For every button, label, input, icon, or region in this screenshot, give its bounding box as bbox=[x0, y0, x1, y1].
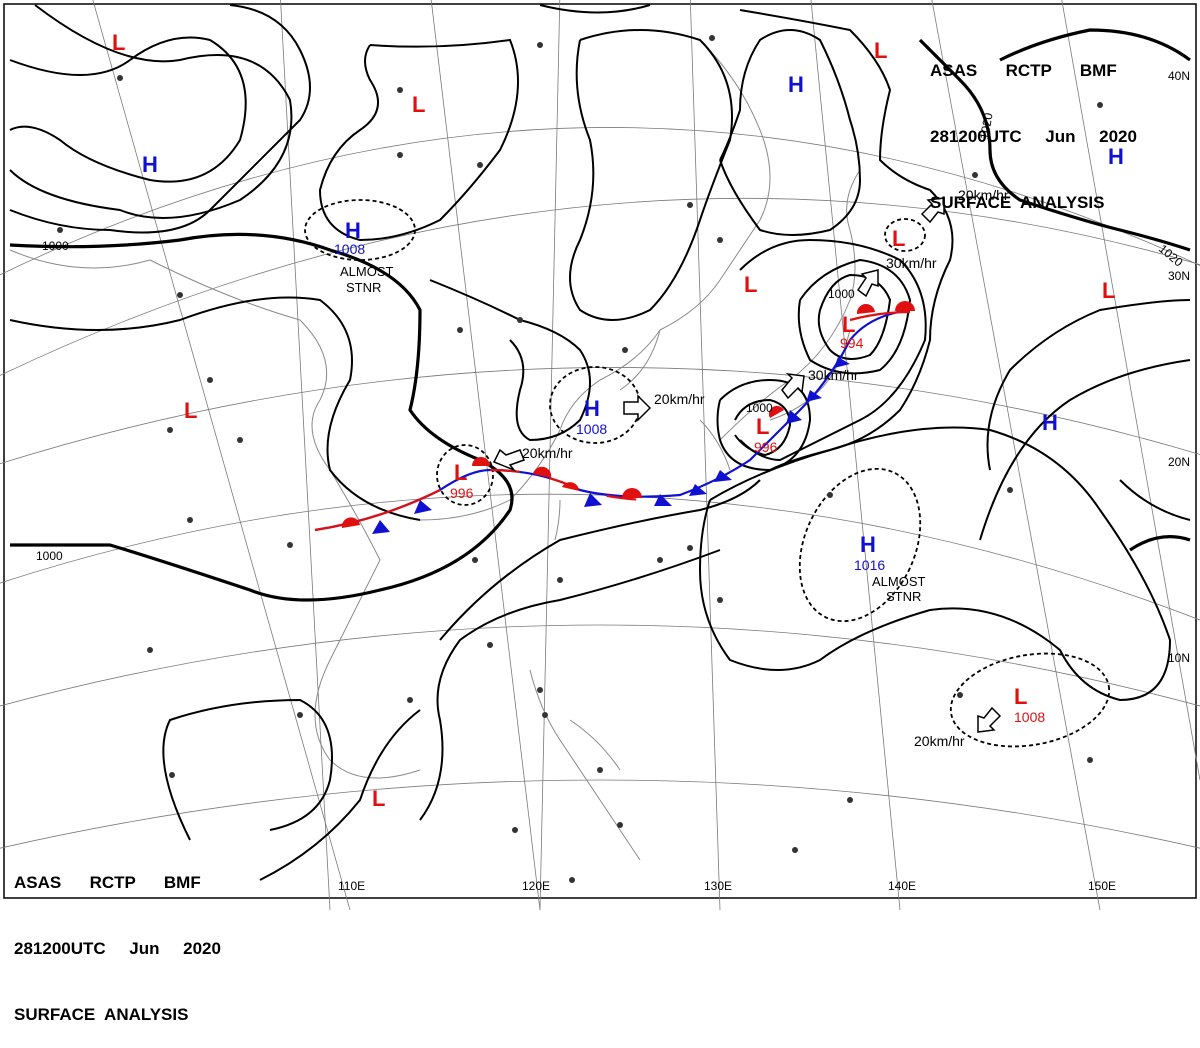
high-value-phil-sea: 1016 bbox=[854, 557, 885, 573]
almost-label-mongolia: ALMOST bbox=[340, 264, 394, 279]
motion-arrow-japan-e bbox=[856, 269, 879, 298]
fronts bbox=[314, 301, 915, 534]
motion-arrow-ecs bbox=[623, 394, 652, 422]
low-center-indochina: L bbox=[372, 786, 385, 811]
motion-label-japan-s: 30km/hr bbox=[808, 367, 859, 383]
motion-arrow-trop bbox=[977, 706, 1002, 733]
low-value-japan-south: 996 bbox=[754, 439, 778, 455]
motion-label-hokkaido: 20km/hr bbox=[958, 187, 1009, 203]
motion-arrow-hokkaido bbox=[920, 197, 945, 224]
high-center-far-ne: H bbox=[1108, 144, 1124, 169]
lon-label-130e: 130E bbox=[704, 879, 732, 893]
low-center-tibet: L bbox=[184, 398, 197, 423]
weather-map: 1000 1000 1000 1000 1020 1020 H H 1008 A… bbox=[0, 0, 1200, 911]
motion-labels: 20km/hr 20km/hr 30km/hr 30km/hr 20km/hr … bbox=[522, 187, 1009, 749]
lon-label-140e: 140E bbox=[888, 879, 916, 893]
isobar-label-1000-sw: 1000 bbox=[36, 549, 63, 563]
motion-label-japan-e: 30km/hr bbox=[886, 255, 937, 271]
header-top-line2: 281200UTC Jun 2020 bbox=[930, 127, 1137, 146]
lat-label-30n: 30N bbox=[1168, 269, 1190, 283]
map-header-bottom: ASAS RCTP BMF 281200UTC Jun 2020 SURFACE… bbox=[14, 828, 221, 1048]
lon-label-110e: 110E bbox=[338, 879, 365, 893]
low-center-china: L bbox=[454, 460, 467, 485]
stnr-label-phil-sea: STNR bbox=[886, 589, 921, 604]
isobars bbox=[9, 4, 1191, 881]
isobar-label-1000-ej: 1000 bbox=[828, 287, 855, 301]
low-center-japan-south: L bbox=[756, 414, 769, 439]
motion-arrow-china bbox=[492, 448, 525, 472]
lat-label-40n: 40N bbox=[1168, 69, 1190, 83]
high-center-ecs: H bbox=[584, 396, 600, 421]
high-value-mongolia: 1008 bbox=[334, 241, 365, 257]
high-center-west: H bbox=[142, 152, 158, 177]
low-value-china: 996 bbox=[450, 485, 474, 501]
high-value-ecs: 1008 bbox=[576, 421, 607, 437]
high-center-pacific: H bbox=[1042, 410, 1058, 435]
graticule bbox=[0, 0, 1200, 911]
motion-label-ecs: 20km/hr bbox=[654, 391, 705, 407]
header-top-line1: ASAS RCTP BMF bbox=[930, 61, 1117, 80]
almost-label-phil-sea: ALMOST bbox=[872, 574, 926, 589]
station-plots bbox=[57, 35, 1103, 883]
low-center-nw: L bbox=[112, 30, 125, 55]
low-center-mongolia: L bbox=[412, 92, 425, 117]
motion-label-trop: 20km/hr bbox=[914, 733, 965, 749]
low-value-japan-east: 994 bbox=[840, 335, 864, 351]
low-center-japan-east: L bbox=[842, 312, 855, 337]
high-center-ne: H bbox=[788, 72, 804, 97]
motion-label-china: 20km/hr bbox=[522, 445, 573, 461]
isobar-label-1000-w: 1000 bbox=[42, 239, 69, 253]
lat-label-10n: 10N bbox=[1168, 651, 1190, 665]
header-bottom-line2: 281200UTC Jun 2020 bbox=[14, 939, 221, 958]
map-header-top: ASAS RCTP BMF 281200UTC Jun 2020 SURFACE… bbox=[930, 16, 1137, 236]
graticule-labels: 110E 120E 130E 140E 150E 40N 30N 20N 10N bbox=[338, 69, 1190, 893]
header-bottom-line1: ASAS RCTP BMF bbox=[14, 873, 201, 892]
high-center-mongolia: H bbox=[345, 218, 361, 243]
motion-arrow-japan-s bbox=[781, 372, 805, 400]
header-bottom-line3: SURFACE ANALYSIS bbox=[14, 1005, 189, 1024]
high-center-phil-sea: H bbox=[860, 532, 876, 557]
lat-label-20n: 20N bbox=[1168, 455, 1190, 469]
low-value-trop: 1008 bbox=[1014, 709, 1045, 725]
high-centers: H H 1008 ALMOST STNR H 1008 H H H H 1016… bbox=[142, 72, 1124, 604]
stnr-label-mongolia: STNR bbox=[346, 280, 381, 295]
lon-label-150e: 150E bbox=[1088, 879, 1116, 893]
isobar-label-1020-n: 1020 bbox=[977, 111, 995, 140]
motion-arrows bbox=[492, 197, 1002, 733]
low-center-japan-sea: L bbox=[744, 272, 757, 297]
low-center-trop: L bbox=[1014, 684, 1027, 709]
low-center-ne-corner: L bbox=[874, 38, 887, 63]
header-top-line3: SURFACE ANALYSIS bbox=[930, 193, 1105, 212]
lon-label-120e: 120E bbox=[522, 879, 550, 893]
low-center-hokkaido: L bbox=[892, 226, 905, 251]
map-frame bbox=[3, 3, 1197, 899]
low-center-pacific-e: L bbox=[1102, 278, 1115, 303]
low-centers: L L L L 996 L L 994 L 996 L L L L L 1008 bbox=[112, 30, 1115, 811]
isobar-label-1000-sj: 1000 bbox=[746, 401, 773, 415]
